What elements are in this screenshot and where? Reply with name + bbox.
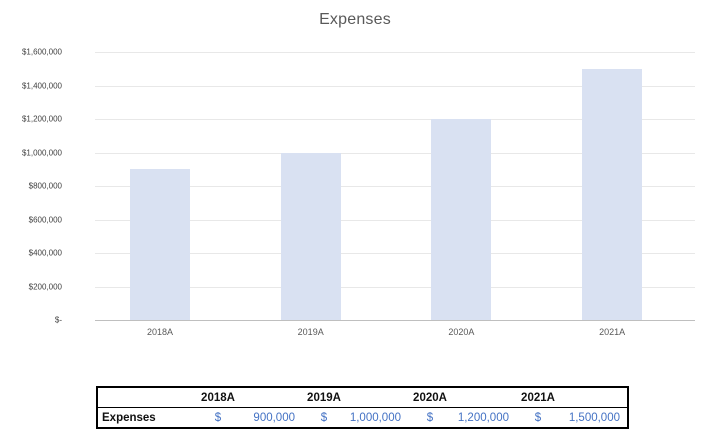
x-axis-tick-label: 2019A: [297, 327, 324, 337]
x-axis-tick-labels: 2018A 2019A 2020A 2021A: [95, 327, 695, 341]
x-axis-line: [95, 320, 695, 321]
gridline: [95, 219, 695, 221]
gridline: [95, 52, 695, 53]
table-header-row: 2018A 2019A 2020A 2021A: [97, 387, 628, 408]
y-axis-tick-label: $1,200,000: [21, 114, 62, 124]
bar-2021A: [582, 68, 643, 320]
value-2020A: 1,200,000: [457, 411, 509, 424]
currency-symbol: $: [320, 411, 328, 424]
y-axis-tick-label: $-: [54, 315, 62, 325]
y-axis-tick-label: $800,000: [28, 181, 62, 191]
x-axis-tick-label: 2021A: [599, 327, 626, 337]
x-axis-tick-label: 2020A: [448, 327, 475, 337]
row-label-expenses: Expenses: [102, 411, 156, 424]
currency-symbol: $: [214, 411, 222, 424]
gridline: [95, 253, 695, 254]
table-header-spacer: [560, 387, 628, 408]
chart-title: Expenses: [319, 11, 391, 28]
gridline: [95, 286, 695, 288]
currency-symbol: $: [426, 411, 434, 424]
plot-area: [95, 52, 695, 321]
y-axis-tick-label: $400,000: [28, 248, 62, 258]
table-header-2019A: 2019A: [302, 387, 346, 408]
value-2019A: 1,000,000: [349, 411, 401, 424]
table-header-2021A: 2021A: [516, 387, 560, 408]
gridline: [95, 186, 695, 187]
table-header-spacer: [240, 387, 302, 408]
table-header-2018A: 2018A: [196, 387, 240, 408]
gridline: [95, 152, 695, 154]
table-corner-cell: [97, 387, 196, 408]
table-header-spacer: [452, 387, 516, 408]
bar-2020A: [431, 119, 492, 320]
table-header-spacer: [346, 387, 408, 408]
y-axis-tick-label: $1,000,000: [21, 148, 62, 157]
y-axis-tick-label: $200,000: [28, 282, 62, 291]
expenses-table: 2018A 2019A 2020A 2021A Expenses $ 900,0…: [96, 386, 629, 429]
value-2018A: 900,000: [253, 411, 295, 424]
currency-symbol: $: [534, 411, 542, 424]
y-axis-tick-labels: $1,600,000 $1,400,000 $1,200,000 $1,000,000…: [6, 48, 62, 325]
x-axis-tick-label: 2018A: [146, 327, 174, 337]
bar-2018A: [130, 169, 190, 320]
gridline: [95, 85, 695, 87]
y-axis-tick-label: $1,400,000: [21, 81, 62, 90]
y-axis-tick-label: $600,000: [28, 215, 62, 224]
table-header-2020A: 2020A: [408, 387, 452, 408]
y-axis-tick-label: $1,600,000: [21, 47, 62, 57]
value-2021A: 1,500,000: [568, 411, 620, 424]
gridline: [95, 119, 695, 120]
bar-2019A: [280, 152, 341, 320]
table-data-row: Expenses $ 900,000 $ 1,000,000 $ 1,200,0…: [97, 408, 628, 429]
